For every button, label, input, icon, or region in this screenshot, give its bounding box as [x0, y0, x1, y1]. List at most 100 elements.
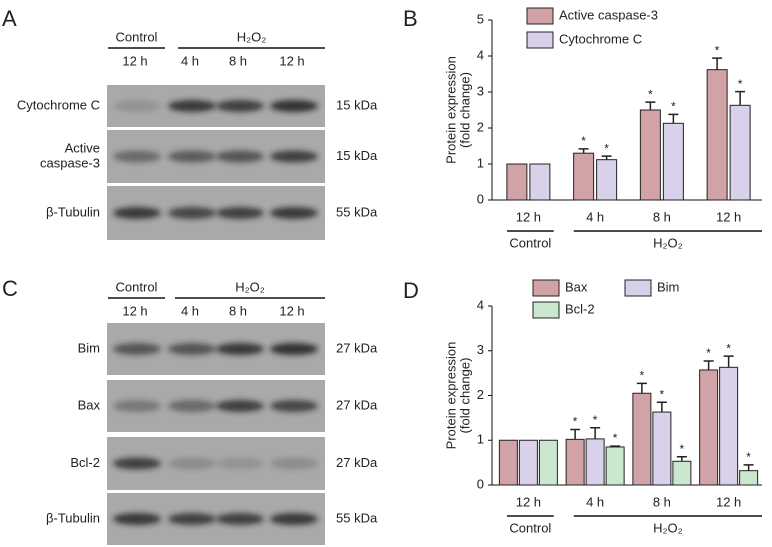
- error-bar: [676, 456, 687, 462]
- band: [113, 457, 161, 470]
- y-tick-label: 3: [477, 83, 484, 98]
- band: [216, 513, 264, 525]
- group-label: H₂O₂: [235, 279, 265, 294]
- bar: [573, 152, 595, 201]
- bar: [498, 439, 518, 486]
- row-label: Bax: [78, 397, 101, 412]
- bar: [719, 366, 739, 486]
- band: [168, 150, 216, 163]
- lane-label: 4 h: [181, 303, 199, 318]
- y-tick-label: 2: [477, 387, 484, 402]
- significance-marker: *: [581, 134, 586, 148]
- lane-label: 12 h: [279, 303, 304, 318]
- band: [216, 207, 264, 219]
- band: [168, 343, 216, 355]
- error-bar: [601, 155, 612, 160]
- error-bar: [578, 148, 589, 154]
- error-bar: [712, 57, 723, 70]
- group-label: H₂O₂: [653, 520, 683, 535]
- legend-swatch: [526, 31, 554, 49]
- significance-marker: *: [726, 341, 731, 355]
- legend-swatch: [532, 301, 560, 319]
- lane-label: 8 h: [229, 53, 247, 68]
- bar: [662, 122, 684, 201]
- group-label: H₂O₂: [237, 29, 267, 44]
- size-label: 27 kDa: [336, 397, 378, 412]
- error-bar: [610, 445, 621, 447]
- y-axis-label: (fold change): [457, 358, 472, 434]
- x-tick-label: 4 h: [586, 209, 604, 224]
- group-label: Control: [116, 29, 158, 44]
- size-label: 27 kDa: [336, 455, 378, 470]
- size-label: 55 kDa: [336, 204, 378, 219]
- group-label: H₂O₂: [653, 235, 683, 250]
- y-tick-label: 2: [477, 119, 484, 134]
- bar: [729, 104, 751, 201]
- band: [270, 400, 318, 412]
- row-label: β-Tubulin: [46, 510, 100, 525]
- y-tick-label: 0: [477, 476, 484, 491]
- group-label: Control: [116, 279, 158, 294]
- significance-marker: *: [613, 431, 618, 445]
- size-label: 55 kDa: [336, 510, 378, 525]
- lane-label: 12 h: [279, 53, 304, 68]
- bar: [506, 163, 528, 201]
- significance-marker: *: [715, 43, 720, 57]
- y-tick-label: 5: [477, 11, 484, 26]
- panel-letter: B: [403, 6, 418, 31]
- band: [216, 100, 264, 112]
- error-bar: [743, 464, 754, 471]
- bar: [538, 439, 558, 486]
- y-tick-label: 1: [477, 155, 484, 170]
- error-bar: [723, 355, 734, 368]
- size-label: 27 kDa: [336, 340, 378, 355]
- x-tick-label: 8 h: [653, 494, 671, 509]
- y-tick-label: 4: [477, 297, 484, 312]
- row-label: Bcl-2: [70, 455, 100, 470]
- lane-label: 12 h: [122, 53, 147, 68]
- lane-label: 4 h: [181, 53, 199, 68]
- bar: [706, 69, 728, 201]
- bar: [639, 109, 661, 201]
- band: [270, 513, 318, 525]
- band: [168, 100, 216, 112]
- y-tick-label: 3: [477, 342, 484, 357]
- legend-swatch: [526, 7, 554, 25]
- bar: [652, 411, 672, 486]
- bar: [632, 392, 652, 486]
- panel-letter: D: [403, 278, 419, 303]
- x-tick-label: 12 h: [516, 209, 541, 224]
- panel-letter: C: [2, 276, 18, 301]
- bar: [565, 438, 585, 486]
- group-label: Control: [509, 520, 551, 535]
- error-bar: [668, 113, 679, 124]
- row-label: Bim: [78, 340, 100, 355]
- significance-marker: *: [746, 450, 751, 464]
- y-tick-label: 4: [477, 47, 484, 62]
- legend-label: Bim: [657, 279, 679, 294]
- bar: [518, 439, 538, 486]
- y-axis-label: Protein expression: [443, 56, 458, 164]
- x-tick-label: 8 h: [653, 209, 671, 224]
- band: [270, 100, 318, 112]
- error-bar: [735, 90, 746, 106]
- band: [270, 207, 318, 219]
- error-bar: [703, 360, 714, 370]
- band: [113, 100, 161, 112]
- band: [168, 400, 216, 412]
- size-label: 15 kDa: [336, 148, 378, 163]
- bar: [585, 438, 605, 486]
- error-bar: [570, 428, 581, 440]
- band: [113, 400, 161, 412]
- band: [113, 150, 161, 163]
- significance-marker: *: [706, 346, 711, 360]
- lane-label: 12 h: [122, 303, 147, 318]
- row-label: caspase-3: [40, 155, 100, 170]
- y-axis-label: Protein expression: [443, 342, 458, 450]
- legend-label: Bcl-2: [565, 301, 595, 316]
- band: [270, 457, 318, 470]
- error-bar: [645, 101, 656, 110]
- legend-label: Active caspase-3: [559, 7, 658, 22]
- y-axis-label: (fold change): [457, 72, 472, 148]
